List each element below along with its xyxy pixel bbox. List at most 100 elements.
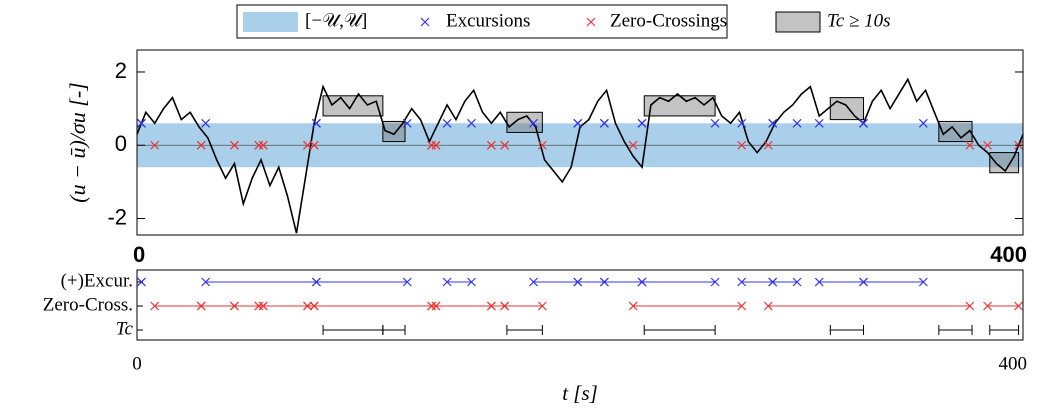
x-tick-label: 400	[999, 353, 1028, 374]
legend-swatch	[243, 12, 298, 32]
event-marker	[427, 301, 437, 311]
tc-box	[829, 97, 865, 121]
zero-crossing-marker	[983, 140, 992, 150]
event-marker	[637, 277, 647, 287]
event-marker	[254, 301, 264, 311]
event-marker	[150, 301, 160, 311]
x-tick-label: 400	[990, 242, 1027, 267]
legend-box	[236, 4, 728, 39]
zero-crossing-marker	[150, 140, 160, 150]
row-label: (+)Excur.	[61, 270, 133, 291]
event-marker	[859, 277, 868, 287]
y-tick-label: 2	[115, 58, 127, 83]
event-marker	[196, 301, 206, 311]
event-marker	[500, 301, 510, 311]
legend-label: [−𝒰,𝒰]	[305, 10, 367, 31]
zero-crossing-marker	[230, 140, 239, 150]
zero-crossing-marker	[500, 140, 510, 150]
legend-label: Tc ≥ 10s	[827, 10, 891, 31]
axes-box	[136, 269, 1024, 341]
signal-line	[136, 77, 1024, 234]
zero-crossing-marker	[431, 140, 441, 150]
y-tick-label: 0	[115, 131, 127, 156]
event-marker	[983, 301, 992, 311]
zero-crossing-marker	[486, 140, 496, 150]
excursion-marker	[442, 118, 452, 128]
excursion-marker	[814, 118, 824, 128]
event-marker	[763, 301, 773, 311]
zero-crossing-marker	[965, 140, 975, 150]
duration-bracket	[938, 325, 973, 335]
excursion-marker	[529, 118, 538, 128]
event-marker	[599, 277, 609, 287]
excursion-marker	[137, 118, 146, 128]
event-marker	[918, 277, 928, 287]
tc-box	[989, 152, 1020, 174]
excursion-marker	[573, 118, 583, 128]
event-marker	[201, 277, 211, 287]
x-axis-label: t [s]	[562, 381, 598, 405]
y-axis-label: (u − ū)/σu [-]	[65, 82, 90, 202]
duration-bracket	[322, 325, 384, 335]
event-marker	[814, 277, 824, 287]
event-marker	[467, 277, 476, 287]
duration-bracket	[989, 325, 1020, 335]
event-marker	[309, 301, 319, 311]
legend: [−𝒰,𝒰] Excursions Zero-Crossings Tc ≥ 10s	[236, 4, 891, 39]
excursion-marker	[859, 118, 868, 128]
zero-crossing-marker	[763, 140, 773, 150]
tc-box	[643, 95, 716, 117]
event-marker	[529, 277, 538, 287]
event-marker	[303, 301, 312, 311]
event-marker	[137, 277, 146, 287]
event-marker	[230, 301, 239, 311]
zero-crossing-marker	[737, 140, 747, 150]
event-marker	[1014, 301, 1023, 311]
event-marker	[792, 277, 802, 287]
excursion-marker	[710, 118, 720, 128]
zero-crossing-marker	[196, 140, 206, 150]
row-label: Tc	[116, 318, 134, 339]
event-marker	[258, 301, 268, 311]
legend-marker	[420, 17, 430, 27]
x-tick-label: 0	[133, 242, 145, 267]
excursion-marker	[599, 118, 609, 128]
axes-box	[136, 49, 1024, 236]
excursion-marker	[737, 118, 747, 128]
event-marker	[431, 301, 441, 311]
legend-swatch	[775, 11, 821, 33]
event-marker	[311, 277, 321, 287]
zero-crossing-marker	[303, 140, 312, 150]
excursion-marker	[637, 118, 647, 128]
event-marker	[737, 277, 747, 287]
duration-bracket	[829, 325, 865, 335]
duration-bracket	[506, 325, 543, 335]
event-marker	[537, 301, 547, 311]
event-marker	[737, 301, 747, 311]
excursion-marker	[768, 118, 778, 128]
x-tick-label: 0	[132, 353, 142, 374]
row-label: Zero-Cross.	[43, 294, 133, 315]
zero-crossing-marker	[628, 140, 638, 150]
legend-label: Excursions	[446, 10, 530, 31]
excursion-marker	[792, 118, 802, 128]
excursion-marker	[311, 118, 321, 128]
excursion-marker	[467, 118, 476, 128]
event-marker	[573, 277, 583, 287]
event-marker	[442, 277, 452, 287]
event-marker	[710, 277, 720, 287]
excursion-marker	[201, 118, 211, 128]
event-marker	[768, 277, 778, 287]
event-marker	[486, 301, 496, 311]
zero-crossing-marker	[254, 140, 264, 150]
event-marker	[402, 277, 412, 287]
event-marker	[628, 301, 638, 311]
zero-crossing-marker	[258, 140, 268, 150]
excursion-marker	[402, 118, 412, 128]
zero-crossing-marker	[537, 140, 547, 150]
duration-bracket	[643, 325, 716, 335]
excursion-marker	[918, 118, 928, 128]
duration-bracket	[382, 325, 406, 335]
zero-crossing-marker	[309, 140, 319, 150]
